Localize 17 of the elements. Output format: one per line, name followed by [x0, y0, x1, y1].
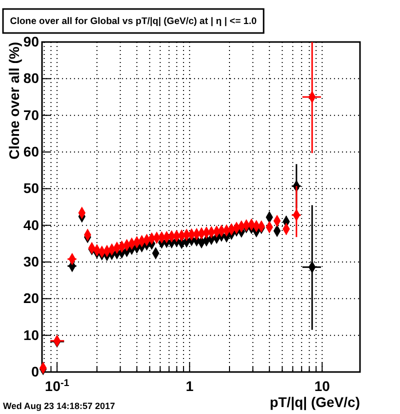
- y-tick-label: 90: [23, 33, 40, 50]
- x-tick-label: 10$^{-1}$: [44, 378, 70, 394]
- y-tick-label: 20: [23, 290, 40, 306]
- y-tick-label: 0: [31, 363, 40, 380]
- y-tick-label: 80: [23, 70, 40, 86]
- y-axis-title: Clone over all (%): [6, 42, 22, 160]
- x-axis-title: pT/|q| (GeV/c): [270, 394, 360, 411]
- text: Wed Aug 23 14:18:57 2017: [3, 401, 116, 411]
- y-tick-label: 50: [23, 180, 40, 196]
- y-tick-label: 10: [23, 326, 40, 343]
- y-tick-label: 70: [23, 106, 40, 123]
- x-tick-label: 10: [314, 378, 330, 394]
- y-tick-label: 40: [23, 216, 40, 233]
- y-tick-label: 60: [23, 143, 40, 160]
- y-tick-label: 30: [23, 253, 40, 270]
- x-tick-label: 1: [186, 378, 194, 394]
- chart-title: Clone over all for Global vs pT/|q| (GeV/c) at | η | <= 1.0: [10, 16, 257, 27]
